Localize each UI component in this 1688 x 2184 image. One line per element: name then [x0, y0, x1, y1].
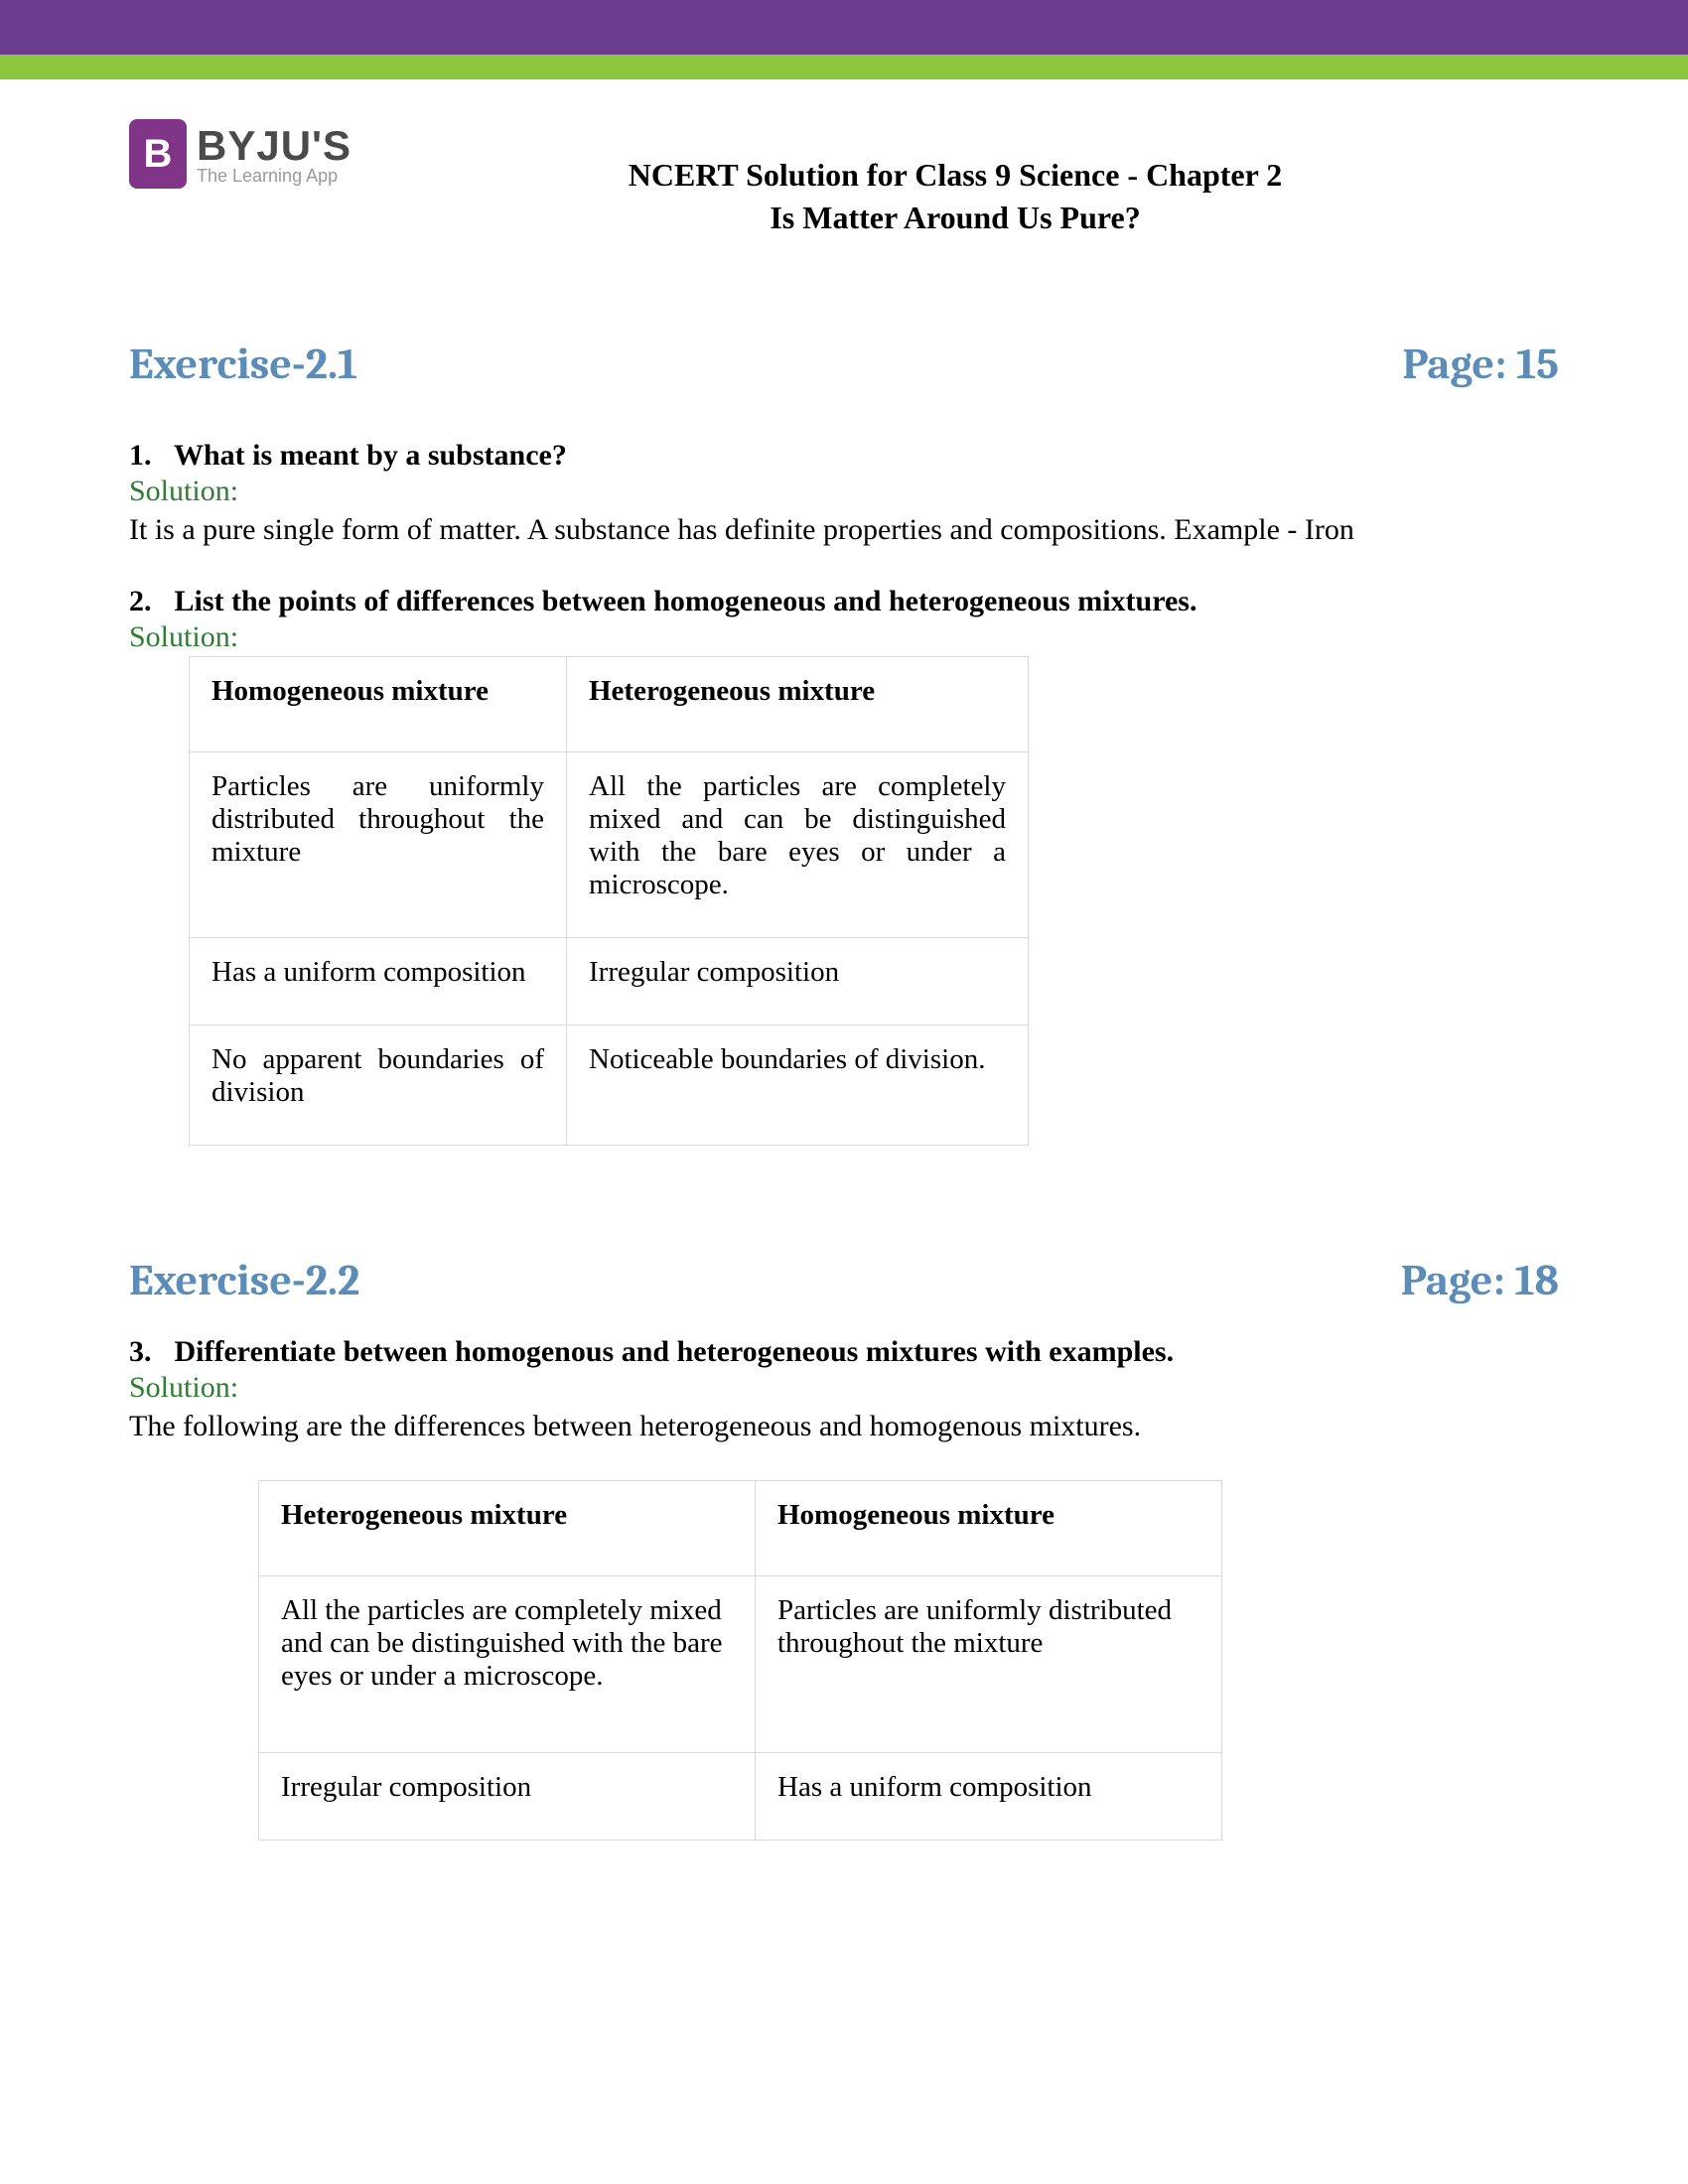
question-2-solution-label: Solution: [129, 620, 1559, 654]
table-row: All the particles are completely mixed a… [259, 1576, 1222, 1753]
question-1-text: What is meant by a substance? [174, 439, 567, 472]
table-header-cell: Homogeneous mixture [190, 656, 567, 751]
question-2: 2. List the points of differences betwee… [129, 585, 1559, 618]
doc-title-line2: Is Matter Around Us Pure? [352, 197, 1559, 239]
table-cell: Irregular composition [259, 1753, 756, 1841]
logo-tagline: The Learning App [197, 166, 352, 187]
table-row: No apparent boundaries of division Notic… [190, 1024, 1029, 1145]
exercise-2-header: Exercise-2.2 Page: 18 [129, 1255, 1559, 1305]
table-row: Particles are uniformly distributed thro… [190, 751, 1029, 937]
table-cell: Has a uniform composition [756, 1753, 1222, 1841]
question-1-solution-label: Solution: [129, 475, 1559, 508]
question-1: 1. What is meant by a substance? [129, 439, 1559, 473]
table-header-cell: Heterogeneous mixture [259, 1481, 756, 1576]
question-2-num: 2. [129, 585, 167, 618]
table-row: Homogeneous mixture Heterogeneous mixtur… [190, 656, 1029, 751]
table-cell: Irregular composition [567, 937, 1029, 1024]
logo-text: BYJU'S The Learning App [197, 122, 352, 187]
exercise-1-header: Exercise-2.1 Page: 15 [129, 339, 1559, 389]
logo-brand: BYJU'S [197, 122, 352, 170]
table-cell: Has a uniform composition [190, 937, 567, 1024]
table-row: Heterogeneous mixture Homogeneous mixtur… [259, 1481, 1222, 1576]
question-2-text: List the points of differences between h… [175, 585, 1197, 617]
question-1-num: 1. [129, 439, 167, 473]
banner-green [0, 55, 1688, 79]
question-3-num: 3. [129, 1335, 167, 1369]
table-row: Irregular composition Has a uniform comp… [259, 1753, 1222, 1841]
exercise-1-page: Page: 15 [1402, 339, 1559, 389]
table-q2: Homogeneous mixture Heterogeneous mixtur… [189, 656, 1029, 1146]
page-content: B BYJU'S The Learning App NCERT Solution… [0, 79, 1688, 1950]
exercise-2-page: Page: 18 [1401, 1255, 1559, 1305]
doc-title-block: NCERT Solution for Class 9 Science - Cha… [352, 119, 1559, 239]
exercise-2-label: Exercise-2.2 [129, 1255, 359, 1305]
question-3-answer: The following are the differences betwee… [129, 1407, 1559, 1447]
table-cell: No apparent boundaries of division [190, 1024, 567, 1145]
exercise-1-label: Exercise-2.1 [129, 339, 357, 389]
table-row: Has a uniform composition Irregular comp… [190, 937, 1029, 1024]
table-cell: Noticeable boundaries of division. [567, 1024, 1029, 1145]
question-1-answer: It is a pure single form of matter. A su… [129, 510, 1559, 551]
doc-title-line1: NCERT Solution for Class 9 Science - Cha… [352, 154, 1559, 197]
table-header-cell: Homogeneous mixture [756, 1481, 1222, 1576]
table-cell: Particles are uniformly distributed thro… [190, 751, 567, 937]
question-3: 3. Differentiate between homogenous and … [129, 1335, 1559, 1369]
table-q3: Heterogeneous mixture Homogeneous mixtur… [258, 1480, 1222, 1841]
table-cell: All the particles are completely mixed a… [567, 751, 1029, 937]
banner-purple [0, 0, 1688, 55]
table-cell: All the particles are completely mixed a… [259, 1576, 756, 1753]
logo-badge-icon: B [129, 119, 187, 189]
table-cell: Particles are uniformly distributed thro… [756, 1576, 1222, 1753]
table-header-cell: Heterogeneous mixture [567, 656, 1029, 751]
header-row: B BYJU'S The Learning App NCERT Solution… [129, 119, 1559, 239]
question-3-text: Differentiate between homogenous and het… [175, 1335, 1175, 1368]
question-3-solution-label: Solution: [129, 1371, 1559, 1405]
logo: B BYJU'S The Learning App [129, 119, 352, 189]
